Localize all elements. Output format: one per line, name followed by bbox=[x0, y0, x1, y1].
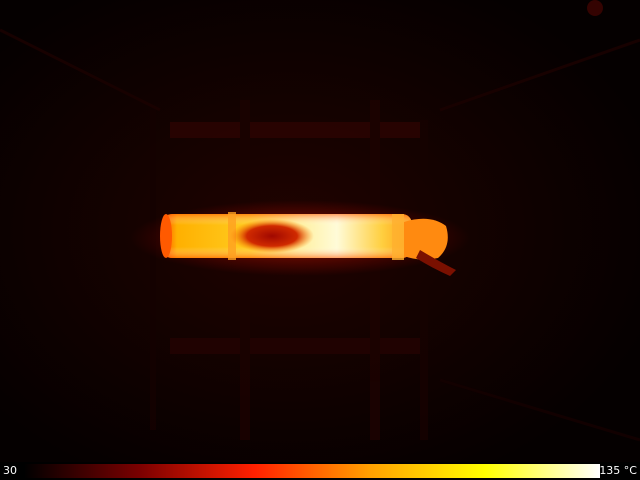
temperature-colorbar: 30 135 °C bbox=[0, 462, 640, 480]
colorbar-min-label: 30 bbox=[3, 464, 17, 477]
colorbar-gradient bbox=[24, 464, 600, 478]
heated-tube bbox=[160, 212, 456, 276]
colorbar-max-label: 135 °C bbox=[599, 464, 637, 477]
cool-spot bbox=[230, 219, 314, 253]
thermal-image bbox=[0, 0, 640, 462]
